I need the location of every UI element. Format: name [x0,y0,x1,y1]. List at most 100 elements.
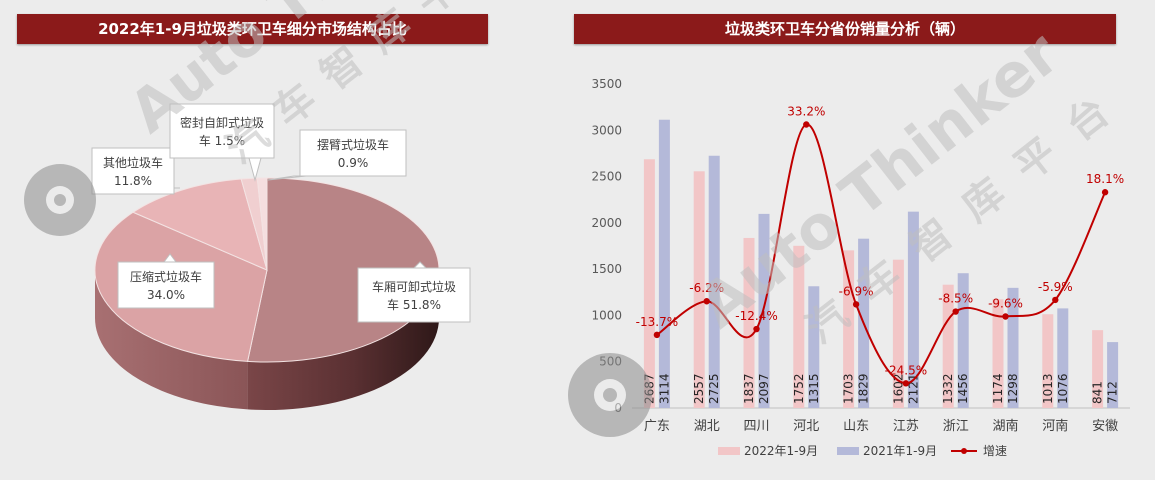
y-tick-label: 2000 [591,216,622,230]
legend-label: 增速 [983,444,1007,458]
bar-0-7 [992,299,1004,408]
bar-value-label: 1752 [792,373,806,404]
pie-label: 其他垃圾车 [103,155,163,170]
legend-swatch-1 [837,447,859,455]
bar-0-0 [643,159,655,408]
bar-1-3 [808,286,820,408]
bar-value-label: 1456 [956,373,970,404]
pie-side-0 [247,270,439,410]
bar-value-label: 1332 [941,373,955,404]
bar-value-label: 3114 [657,373,671,404]
bar-1-1 [708,155,720,408]
pie-label: 车厢可卸式垃圾 [372,279,456,294]
bar-value-label: 1829 [857,373,871,404]
bar-0-1 [693,171,705,408]
bar-value-label: 1174 [991,373,1005,404]
pie-chart-title: 2022年1-9月垃圾类环卫车细分市场结构占比 [17,14,488,44]
x-category-label: 安徽 [1092,419,1118,434]
bar-1-6 [957,273,969,408]
bar-chart-title: 垃圾类环卫车分省份销量分析（辆） [574,14,1116,44]
bar-value-label: 1076 [1056,373,1070,404]
bar-0-9 [1092,330,1104,408]
pie-callout-2: 其他垃圾车 11.8% [91,147,180,195]
bar-value-label: 1315 [807,373,821,404]
x-category-label: 浙江 [943,419,969,434]
bar-value-label: 1703 [842,373,856,404]
bar-0-4 [843,250,855,408]
pie-label: 压缩式垃圾车 [130,269,202,284]
y-tick-label: 3000 [591,123,622,137]
growth-point-6 [952,308,959,315]
growth-point-1 [703,298,710,305]
legend-label: 2021年1-9月 [863,444,937,458]
bar-1-9 [1107,342,1119,408]
bar-value-label: 2097 [757,373,771,404]
bar-value-label: 2725 [707,373,721,404]
bar-value-label: 2687 [642,373,656,404]
x-category-label: 河北 [793,419,819,434]
growth-point-2 [753,325,760,333]
y-tick-label: 2500 [591,170,622,184]
pie-label: 密封自卸式垃圾 [180,115,264,130]
bar-1-8 [1057,308,1069,408]
legend-swatch-0 [718,447,740,455]
growth-label: -6.9% [839,284,874,298]
growth-point-4 [852,301,860,308]
pie-side-1 [95,270,248,410]
growth-point-0 [653,331,661,339]
bar-0-6 [942,284,954,408]
y-tick-label: 3500 [591,77,622,91]
growth-label: -13.7% [636,315,678,329]
growth-label: -9.6% [988,296,1023,310]
x-category-label: 湖南 [992,418,1018,434]
bar-0-5 [892,259,904,408]
growth-label: -12.4% [735,309,777,323]
bar-value-label: 1013 [1041,373,1055,404]
bar-1-0 [658,119,670,408]
pie-value-label: 11.8% [114,174,152,188]
x-category-label: 广东 [644,419,670,434]
x-category-label: 江苏 [893,418,919,434]
pie-value-label: 0.9% [338,156,369,170]
bar-chart: 0 500 1000 1500 2000 2500 3000 3500 2687 2557 1837… [591,77,1130,458]
legend: 2022年1-9月 2021年1-9月 增速 [718,444,1007,458]
pie-callout-4: 摆臂式垃圾车 0.9% [267,129,407,181]
x-category-label: 湖北 [694,419,720,434]
growth-label: 18.1% [1086,172,1124,186]
growth-label: -6.2% [689,281,724,295]
pie-value-label: 34.0% [147,288,185,302]
growth-point-9 [1101,189,1109,196]
growth-point-7 [1002,313,1009,320]
growth-label: 33.2% [787,105,825,119]
growth-line [656,123,1107,385]
x-category-label: 河南 [1042,418,1068,434]
y-tick-label: 500 [599,355,622,369]
y-tick-label: 0 [614,401,622,415]
x-category-label: 山东 [843,419,869,434]
pie-label: 摆臂式垃圾车 [317,137,389,152]
pie-callout-1: 压缩式垃圾车 34.0% [117,253,215,309]
bar-0-8 [1042,314,1054,408]
bar-value-label: 1298 [1006,373,1020,404]
growth-point-8 [1052,296,1059,304]
pie-value-label: 车 1.5% [199,133,245,148]
pie-slice-2 [132,178,268,271]
bar-1-5 [907,211,919,408]
bar-value-label: 1837 [742,373,756,404]
pie-value-label: 车 51.8% [387,297,441,312]
growth-point-3 [803,121,810,128]
x-category-label: 四川 [743,419,769,434]
y-tick-label: 1000 [591,308,622,322]
legend-label: 2022年1-9月 [744,444,818,458]
bar-0-3 [793,245,805,408]
growth-label: -24.5% [885,363,927,377]
bar-value-label: 712 [1106,381,1120,404]
growth-point-5 [902,380,910,387]
bar-1-7 [1007,287,1019,408]
bar-value-label: 2557 [692,373,706,404]
bar-value-label: 841 [1091,381,1105,404]
pie-slice-4 [256,177,268,271]
